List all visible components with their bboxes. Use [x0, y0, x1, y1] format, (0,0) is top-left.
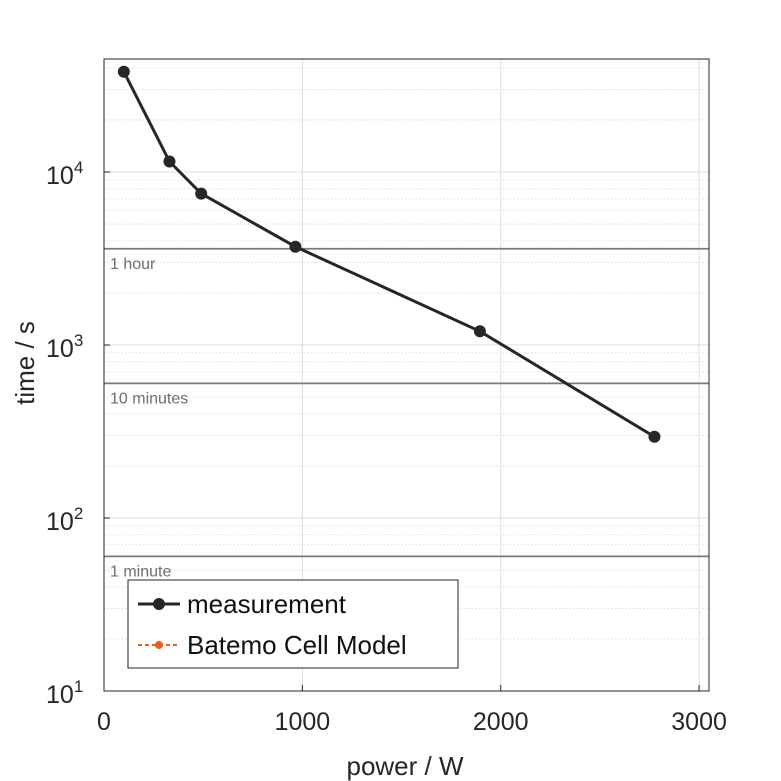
x-axis-title: power / W	[346, 751, 463, 781]
data-point	[117, 65, 130, 78]
series	[117, 65, 661, 443]
legend: measurement Batemo Cell Model	[127, 579, 459, 669]
x-ticks: 0 1000 2000 3000	[97, 685, 727, 736]
y-ticks: 101 102 103 104	[46, 158, 110, 709]
data-point	[648, 430, 661, 443]
plot-frame	[103, 58, 710, 692]
y-axis-title: time / s	[10, 321, 40, 405]
data-point	[195, 187, 208, 200]
x-tick-label: 1000	[275, 708, 331, 736]
y-tick-label: 104	[46, 158, 83, 190]
data-point	[163, 155, 176, 168]
data-point	[473, 325, 486, 338]
reference-lines: 1 hour 10 minutes 1 minute	[104, 247, 709, 580]
y-tick-label: 102	[46, 504, 83, 536]
reference-line-label: 10 minutes	[110, 390, 188, 407]
series-line	[122, 71, 656, 439]
data-point	[289, 240, 302, 253]
reference-line-label: 1 hour	[110, 256, 156, 273]
reference-line-label: 1 minute	[110, 563, 171, 580]
legend-label-measurement: measurement	[187, 589, 347, 619]
legend-marker-measurement	[153, 598, 165, 610]
x-tick-label: 2000	[473, 708, 529, 736]
legend-box	[127, 579, 459, 669]
x-tick-label: 0	[97, 708, 111, 736]
legend-label-batemo: Batemo Cell Model	[187, 630, 407, 660]
y-tick-label: 101	[46, 677, 83, 709]
legend-marker-batemo	[155, 641, 163, 649]
x-tick-label: 3000	[671, 708, 727, 736]
y-tick-label: 103	[46, 331, 83, 363]
